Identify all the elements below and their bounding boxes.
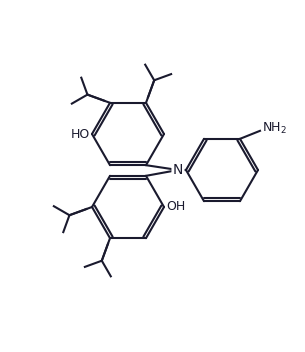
Text: OH: OH <box>166 201 185 214</box>
Text: N: N <box>173 163 183 177</box>
Text: HO: HO <box>71 127 90 140</box>
Text: NH$_2$: NH$_2$ <box>262 121 287 136</box>
